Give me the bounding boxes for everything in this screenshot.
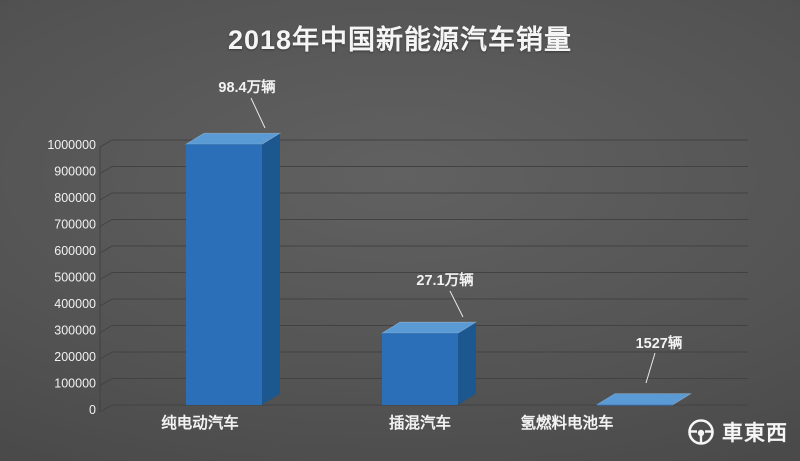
value-label: 98.4万辆 <box>218 78 276 96</box>
y-tick-label: 1000000 <box>47 138 96 152</box>
y-tick-label: 0 <box>89 403 96 417</box>
bar-front-face <box>597 404 673 406</box>
leader-line <box>250 97 266 129</box>
y-tick-label: 200000 <box>54 350 96 364</box>
chart-title: 2018年中国新能源汽车销量 <box>227 25 573 55</box>
leader-line <box>645 352 656 384</box>
watermark-text: 車東西 <box>722 422 788 445</box>
leader-line <box>449 290 464 318</box>
category-label: 纯电动汽车 <box>161 413 239 432</box>
bar-front-face <box>186 144 262 406</box>
watermark: 車東西 <box>686 417 788 447</box>
value-label: 1527辆 <box>636 334 683 352</box>
axis-tick <box>99 245 113 254</box>
bar-side-face <box>458 322 476 405</box>
axis-tick <box>99 325 113 333</box>
category-label: 插混汽车 <box>389 413 451 432</box>
value-label: 27.1万辆 <box>416 271 474 289</box>
axis-tick <box>99 378 113 386</box>
y-tick-label: 300000 <box>54 324 96 338</box>
steering-wheel-logo-icon <box>688 419 714 445</box>
axis-tick <box>99 166 113 174</box>
axis-tick <box>99 298 113 307</box>
y-tick-label: 400000 <box>54 297 96 311</box>
y-tick-label: 800000 <box>54 191 96 205</box>
y-tick-label: 700000 <box>54 218 96 232</box>
y-tick-label: 500000 <box>54 271 96 285</box>
bar-side-face <box>262 133 280 406</box>
y-tick-label: 600000 <box>54 244 96 258</box>
axis-tick <box>99 192 113 201</box>
bar-top-face <box>595 393 693 405</box>
axis-tick <box>99 351 113 360</box>
category-label: 氢燃料电池车 <box>520 413 613 432</box>
y-tick-label: 100000 <box>54 377 96 391</box>
bar-side-face <box>673 393 691 405</box>
y-tick-label: 900000 <box>54 165 96 179</box>
axis-tick <box>99 404 113 413</box>
axis-tick <box>99 139 113 148</box>
bar-front-face <box>382 333 458 405</box>
axis-tick <box>99 219 113 227</box>
axis-tick <box>99 272 113 280</box>
